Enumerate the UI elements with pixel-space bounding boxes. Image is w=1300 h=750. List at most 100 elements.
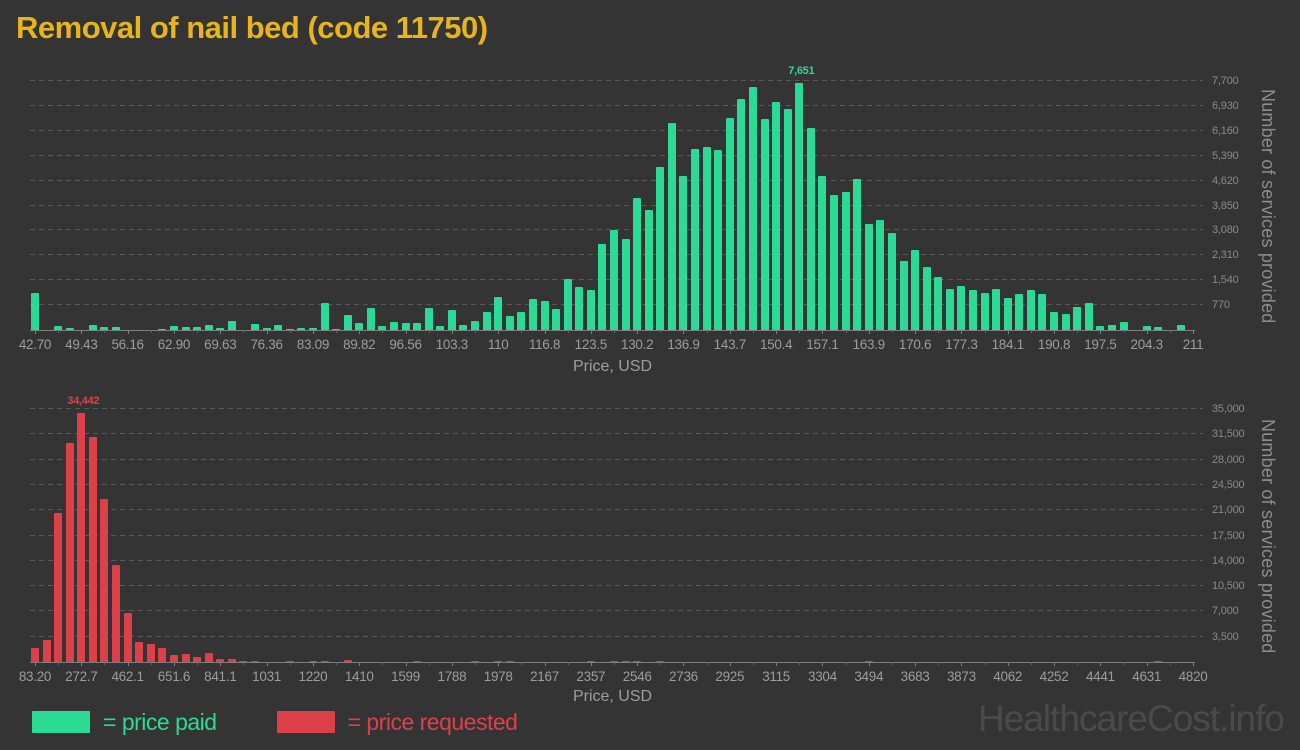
histogram-bar: [934, 276, 943, 330]
histogram-bar: [31, 292, 39, 330]
minor-tick-mark: [1169, 330, 1171, 333]
legend-swatch-price-requested: [276, 711, 335, 733]
x-tick-label: 76.36: [250, 337, 283, 352]
x-tick-label: 96.56: [389, 337, 422, 352]
histogram-bar: [691, 148, 700, 330]
tick-mark: [822, 662, 824, 666]
histogram-bar: [1142, 325, 1151, 330]
x-tick-label: 3115: [762, 669, 791, 684]
histogram-bar: [401, 323, 410, 330]
histogram-bar: [77, 413, 86, 662]
histogram-bar: [633, 198, 642, 330]
histogram-bar: [181, 327, 190, 330]
histogram-bar: [505, 316, 514, 330]
tick-mark: [451, 662, 453, 666]
y-tick-label: 5,390: [1212, 149, 1239, 162]
histogram-bar: [980, 292, 989, 330]
minor-tick-mark: [567, 662, 569, 665]
gridline: [30, 483, 1203, 485]
histogram-bar: [783, 109, 792, 330]
histogram-bar: [100, 327, 109, 330]
histogram-bar: [459, 325, 468, 330]
histogram-bar: [112, 327, 121, 330]
histogram-bar: [911, 250, 920, 330]
peak-value-label: 34,442: [67, 395, 100, 408]
gridline: [30, 635, 1203, 637]
x-axis-ticks-price-paid: 42.70 49.43 56.16 62.90 69.63 76.36 83.09 89.82…: [19, 337, 1204, 353]
tick-mark: [544, 662, 546, 666]
tick-mark: [220, 662, 222, 666]
x-tick-label: 123.5: [574, 337, 608, 352]
x-tick-label: 150.4: [759, 337, 793, 352]
chart-price-paid: 7,651 42.70 49.43 56.16 62.90 69.63 76.36 83.0…: [19, 65, 1270, 352]
histogram-bar: [308, 328, 317, 330]
x-tick-label: 62.90: [157, 337, 191, 352]
minor-tick-mark: [845, 662, 847, 665]
tick-mark: [729, 330, 731, 334]
histogram-bar: [471, 661, 480, 662]
x-tick-label: 1031: [252, 669, 282, 684]
tick-mark: [312, 662, 314, 666]
histogram-bar: [343, 315, 352, 330]
minor-tick-mark: [1077, 330, 1079, 333]
y-tick-label: 14,000: [1212, 554, 1245, 567]
histogram-bar: [54, 326, 63, 330]
x-tick-label: 110: [487, 337, 509, 352]
x-tick-label: 130.2: [621, 337, 654, 352]
histogram-bar: [389, 321, 398, 330]
tick-mark: [961, 662, 963, 666]
minor-tick-mark: [1123, 330, 1125, 333]
histogram-bar: [679, 175, 688, 330]
tick-mark: [81, 330, 83, 334]
gridline: [30, 559, 1203, 561]
tick-mark: [683, 662, 685, 666]
tick-mark: [266, 330, 268, 334]
histogram-bar: [343, 660, 352, 662]
minor-tick-mark: [799, 662, 801, 665]
tick-mark: [359, 330, 361, 334]
histogram-bar: [563, 279, 572, 330]
tick-mark: [498, 662, 500, 666]
histogram-bar: [193, 657, 202, 662]
tick-mark: [1054, 330, 1056, 334]
histogram-bar: [239, 660, 248, 662]
minor-tick-mark: [614, 330, 615, 333]
x-tick-label: 1410: [344, 669, 374, 684]
histogram-bar: [586, 289, 595, 330]
histogram-bar: [1061, 314, 1070, 330]
histogram-bar: [436, 325, 445, 330]
tick-mark: [1100, 330, 1102, 334]
y-tick-label: 31,500: [1212, 428, 1245, 441]
histogram-bar: [702, 146, 711, 330]
histogram-bar: [112, 565, 121, 662]
tick-mark: [359, 662, 361, 666]
x-tick-label: 2925: [715, 669, 745, 684]
tick-mark: [1193, 662, 1194, 666]
histogram-bar: [656, 167, 665, 330]
histogram-bar: [621, 239, 630, 330]
y-tick-label: 6,160: [1212, 124, 1239, 137]
legend-label-price-paid: = price paid: [103, 708, 217, 735]
x-tick-label: 3873: [946, 669, 976, 684]
minor-tick-mark: [243, 662, 245, 665]
minor-tick-mark: [1123, 662, 1125, 665]
x-tick-label: 49.43: [65, 337, 98, 352]
histogram-bar: [656, 661, 665, 662]
minor-tick-mark: [891, 662, 893, 665]
x-axis-label-price-paid: Price, USD: [572, 358, 653, 375]
x-tick-label: 163.9: [852, 337, 886, 352]
x-tick-label: 89.82: [343, 337, 376, 352]
histogram-bar: [366, 308, 375, 330]
histogram-bar: [88, 324, 97, 330]
legend-label-price-requested: = price requested: [347, 708, 518, 735]
x-tick-label: 2736: [669, 669, 698, 684]
histogram-bar: [378, 326, 387, 330]
tick-mark: [405, 662, 407, 666]
minor-tick-mark: [104, 330, 106, 333]
histogram-bar: [540, 301, 549, 330]
histogram-bar: [1003, 298, 1012, 330]
y-tick-label: 770: [1212, 299, 1230, 312]
x-tick-label: 177.3: [945, 337, 978, 352]
x-tick-label: 1788: [437, 669, 467, 684]
tick-mark: [544, 330, 546, 334]
